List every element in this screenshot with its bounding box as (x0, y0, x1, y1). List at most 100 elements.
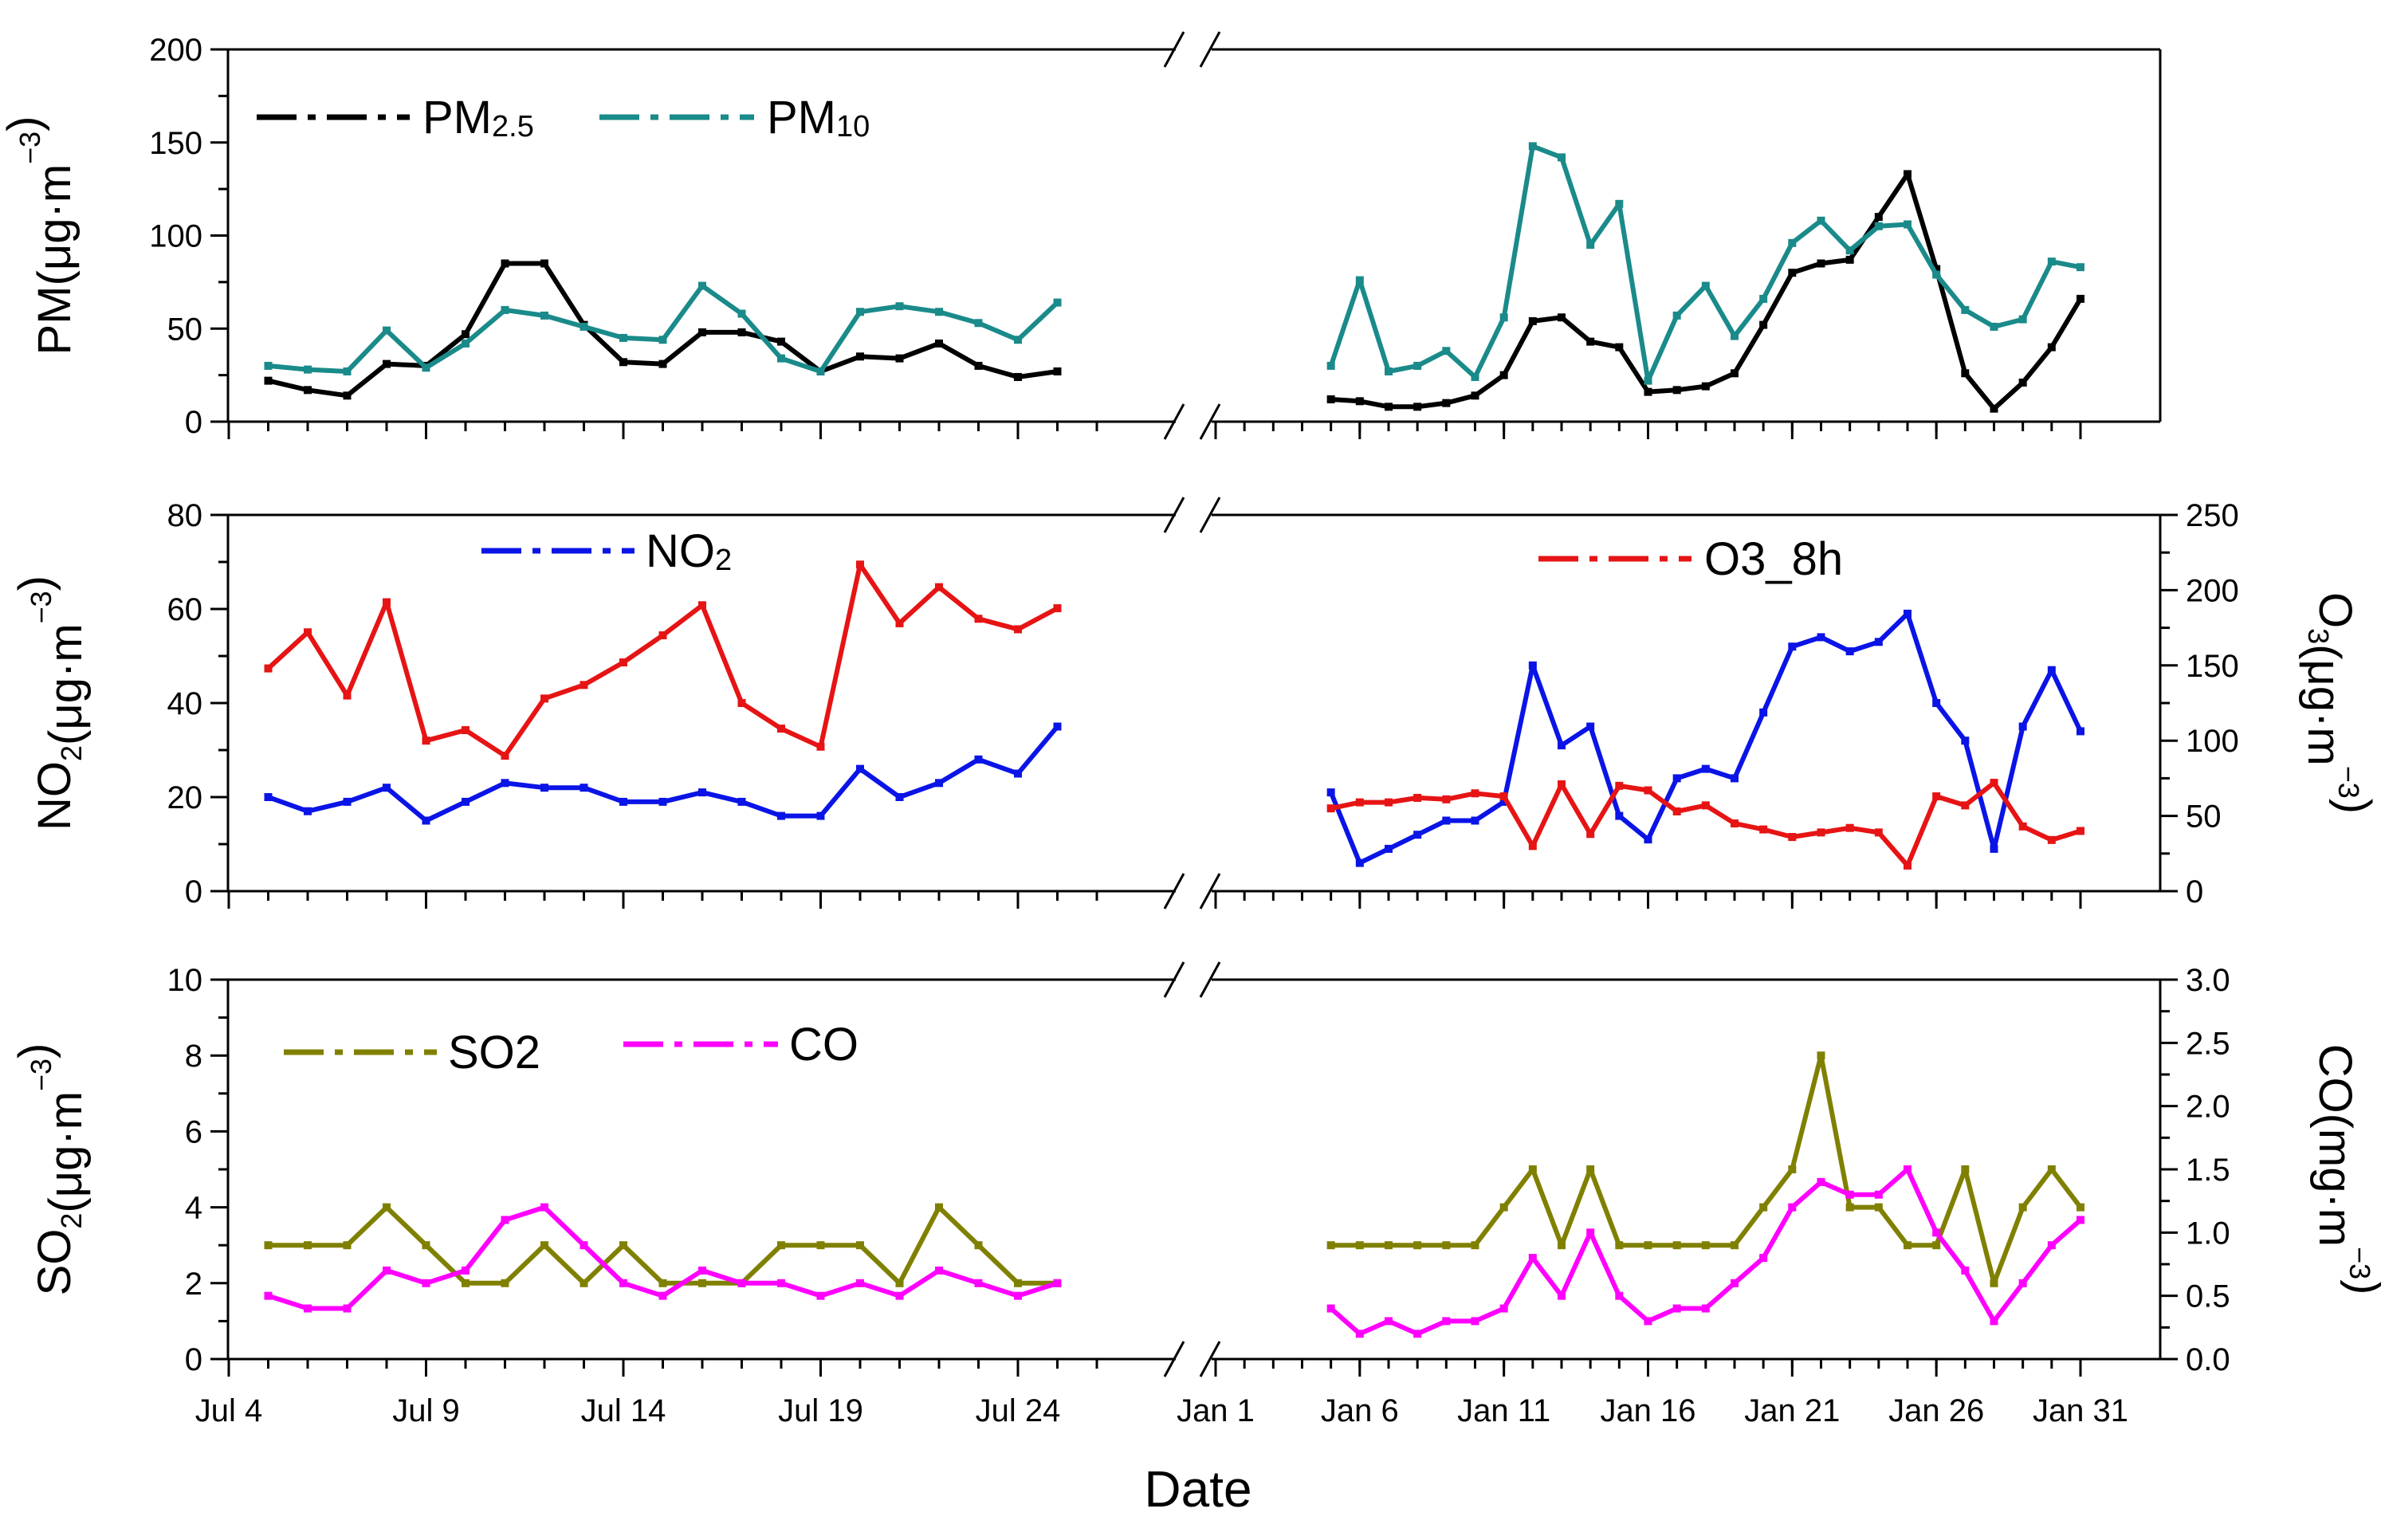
data-point (1904, 861, 1911, 870)
y-right-tick-label: 0.0 (2186, 1342, 2230, 1377)
y-left-tick-label: 6 (185, 1114, 202, 1149)
data-point (501, 779, 509, 788)
data-point (1326, 804, 1335, 813)
data-point (619, 797, 627, 806)
data-point (1961, 305, 1970, 314)
data-point (1845, 246, 1854, 255)
data-point (2076, 1216, 2084, 1224)
y-axis-title: NO2(μg·m−3) (10, 576, 92, 831)
data-point (1385, 798, 1393, 807)
data-point (2076, 294, 2084, 303)
data-point (619, 1279, 627, 1287)
data-point (1413, 403, 1422, 411)
data-point (1558, 1291, 1566, 1300)
data-point (619, 333, 627, 342)
legend-label: PM2.5 (422, 92, 534, 143)
legend-entry: O3_8h (1538, 533, 1843, 585)
data-point (619, 358, 627, 367)
data-point (698, 1266, 706, 1275)
data-point (264, 1291, 273, 1300)
y-right-tick-label: 2.0 (2186, 1090, 2230, 1125)
legend-label-sub: 2 (715, 544, 732, 577)
data-point (304, 1241, 312, 1250)
y-axis-title-part: SO (29, 1229, 81, 1296)
legend-entry: NO2 (481, 525, 732, 577)
x-tick-label: Jan 6 (1321, 1393, 1399, 1428)
data-point (1385, 367, 1393, 375)
data-point (304, 386, 312, 395)
data-point (383, 1203, 391, 1212)
data-point (1413, 361, 1422, 370)
data-point (1904, 170, 1911, 179)
data-point (1990, 322, 1998, 331)
data-point (264, 361, 273, 370)
data-point (1932, 1241, 1941, 1250)
data-point (1874, 828, 1883, 837)
data-point (501, 1216, 509, 1224)
x-axis-title: Date (1144, 1460, 1251, 1518)
data-point (383, 359, 391, 368)
data-point (935, 583, 943, 591)
data-point (1499, 371, 1508, 379)
data-point (1731, 1241, 1739, 1250)
data-point (619, 658, 627, 667)
data-point (1558, 741, 1566, 750)
y-axis-title-part: (μg·m (40, 623, 92, 745)
data-point (1731, 819, 1739, 828)
data-point (462, 1279, 470, 1287)
x-tick-label: Jan 1 (1177, 1393, 1255, 1428)
y-left-tick-label: 0 (185, 405, 202, 440)
data-point (1558, 313, 1566, 322)
y-right-tick-label: 200 (2186, 573, 2239, 608)
data-point (698, 788, 706, 797)
data-point (1845, 1190, 1854, 1199)
series-so2_co-1 (264, 1165, 2084, 1338)
y-left-tick-label: 40 (167, 686, 203, 721)
y-right-tick-label: 250 (2186, 498, 2239, 533)
data-point (1615, 1241, 1624, 1250)
data-point (1759, 1254, 1768, 1263)
data-point (1471, 816, 1479, 825)
series-pm-1 (264, 142, 2084, 385)
legend-entry: CO (623, 1019, 858, 1071)
data-point (1874, 213, 1883, 222)
axis-break-mark (1163, 403, 1185, 440)
data-point (2018, 722, 2027, 731)
data-point (1053, 367, 1062, 375)
data-point (816, 1241, 825, 1250)
x-tick-label: Jul 14 (581, 1393, 666, 1428)
y-axis-title-part: ) (2328, 799, 2380, 814)
legend-label: SO2 (448, 1027, 540, 1078)
data-point (1701, 281, 1710, 290)
data-point (856, 560, 864, 569)
data-point (895, 1279, 904, 1287)
data-point (1326, 788, 1335, 797)
data-point (1528, 1165, 1537, 1173)
axis-break-mark (1199, 31, 1221, 68)
series-no2_o3-0 (264, 609, 2084, 867)
data-point (1586, 1165, 1595, 1173)
data-point (698, 328, 706, 336)
data-point (540, 694, 548, 703)
data-point (462, 725, 470, 734)
data-point (1731, 774, 1739, 783)
data-point (1586, 337, 1595, 346)
axis-break-mark (1163, 873, 1185, 909)
axis-break-mark (1163, 1341, 1185, 1377)
legend-entry: PM10 (599, 92, 870, 143)
data-point (1499, 1304, 1508, 1313)
data-point (540, 311, 548, 320)
series-pm-0 (264, 170, 2084, 413)
data-point (1990, 1317, 1998, 1326)
data-point (777, 1241, 785, 1250)
series-no2_o3-1 (264, 560, 2084, 870)
axis-break-mark (1199, 497, 1221, 533)
data-point (2076, 1203, 2084, 1212)
data-point (895, 793, 904, 801)
data-point (856, 1241, 864, 1250)
data-point (1644, 786, 1652, 795)
data-point (1990, 844, 1998, 853)
data-point (1014, 769, 1022, 778)
x-tick-label: Jan 16 (1600, 1393, 1695, 1428)
